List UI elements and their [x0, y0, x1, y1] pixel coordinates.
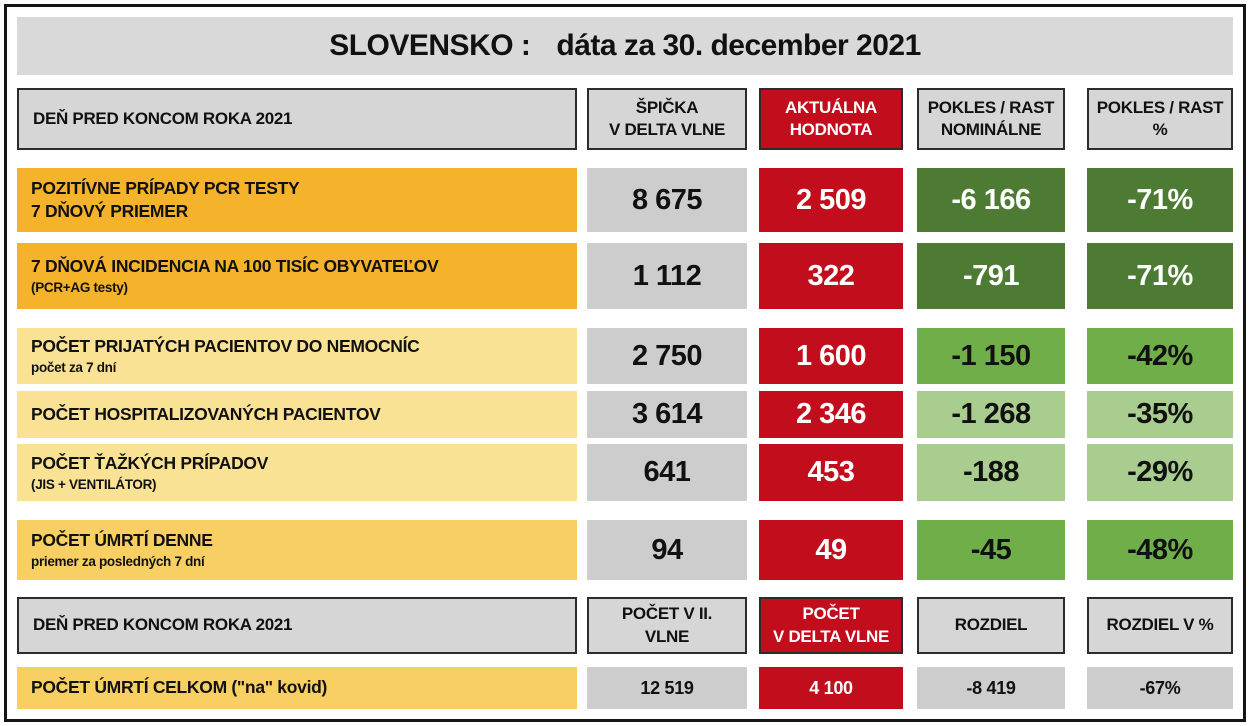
- header-percent-line2: %: [1152, 120, 1168, 139]
- nominal-change-cell: -791: [917, 243, 1065, 309]
- header-peak-cell: ŠPIČKA V DELTA VLNE: [587, 88, 747, 150]
- current-value-cell: 1 600: [759, 328, 903, 384]
- nominal-change-cell: -6 166: [917, 168, 1065, 232]
- wave2-value-cell: 12 519: [587, 667, 747, 709]
- header-nominal-cell: POKLES / RAST NOMINÁLNE: [917, 88, 1065, 150]
- page-title: SLOVENSKO : dáta za 30. december 2021: [17, 17, 1233, 75]
- table-row-admissions: POČET PRIJATÝCH PACIENTOV DO NEMOCNÍC po…: [17, 328, 1233, 384]
- nominal-change-cell: -188: [917, 444, 1065, 501]
- row-label: POČET HOSPITALIZOVANÝCH PACIENTOV: [17, 391, 577, 438]
- percent-change-cell: -42%: [1087, 328, 1233, 384]
- row-label-text: POČET HOSPITALIZOVANÝCH PACIENTOV: [31, 403, 381, 424]
- current-value-cell: 322: [759, 243, 903, 309]
- header2-diffpct-cell: ROZDIEL V %: [1087, 597, 1233, 654]
- title-date: dáta za 30. december 2021: [556, 29, 921, 62]
- row-label: 7 DŇOVÁ INCIDENCIA NA 100 TISÍC OBYVATEĽ…: [17, 243, 577, 309]
- row-label-text: POČET ŤAŽKÝCH PRÍPADOV: [31, 452, 269, 473]
- percent-change-cell: -71%: [1087, 243, 1233, 309]
- row-label-text: POČET ÚMRTÍ DENNE: [31, 530, 213, 551]
- row-sublabel-text: priemer za posledných 7 dní: [31, 554, 205, 570]
- diffpct-value-cell: -67%: [1087, 667, 1233, 709]
- row-label-text: POČET PRIJATÝCH PACIENTOV DO NEMOCNÍC: [31, 336, 420, 357]
- diff-value-cell: -8 419: [917, 667, 1065, 709]
- peak-value-cell: 94: [587, 520, 747, 580]
- header-nominal-line1: POKLES / RAST: [927, 97, 1055, 117]
- header-row-1: DEŇ PRED KONCOM ROKA 2021 ŠPIČKA V DELTA…: [17, 88, 1233, 150]
- header2-wave2-cell: POČET V II. VLNE: [587, 597, 747, 654]
- header2-label: DEŇ PRED KONCOM ROKA 2021: [33, 615, 293, 635]
- row-label-text: POZITÍVNE PRÍPADY PCR TESTY: [31, 177, 300, 198]
- table-row-incidence: 7 DŇOVÁ INCIDENCIA NA 100 TISÍC OBYVATEĽ…: [17, 243, 1233, 309]
- header2-delta-line1: POČET: [802, 604, 860, 624]
- row-label: POZITÍVNE PRÍPADY PCR TESTY 7 DŇOVÝ PRIE…: [17, 168, 577, 232]
- header-row-2: DEŇ PRED KONCOM ROKA 2021 POČET V II. VL…: [17, 597, 1233, 654]
- row-sublabel-text: 7 DŇOVÝ PRIEMER: [31, 201, 188, 222]
- nominal-change-cell: -1 150: [917, 328, 1065, 384]
- nominal-change-cell: -45: [917, 520, 1065, 580]
- row-label: POČET ŤAŽKÝCH PRÍPADOV (JIS + VENTILÁTOR…: [17, 444, 577, 501]
- row-label: POČET PRIJATÝCH PACIENTOV DO NEMOCNÍC po…: [17, 328, 577, 384]
- percent-change-cell: -48%: [1087, 520, 1233, 580]
- header-label-cell: DEŇ PRED KONCOM ROKA 2021: [17, 88, 577, 150]
- header2-wave2-line2: VLNE: [644, 626, 690, 646]
- table-row-total-deaths: POČET ÚMRTÍ CELKOM ("na" kovid) 12 519 4…: [17, 667, 1233, 709]
- header2-delta-line2: V DELTA VLNE: [772, 626, 890, 646]
- peak-value-cell: 2 750: [587, 328, 747, 384]
- row-label: POČET ÚMRTÍ CELKOM ("na" kovid): [17, 667, 577, 709]
- peak-value-cell: 3 614: [587, 391, 747, 438]
- current-value-cell: 453: [759, 444, 903, 501]
- percent-change-cell: -29%: [1087, 444, 1233, 501]
- header-nominal-line2: NOMINÁLNE: [940, 120, 1042, 139]
- current-value-cell: 49: [759, 520, 903, 580]
- header-current-cell: AKTUÁLNA HODNOTA: [759, 88, 903, 150]
- current-value-cell: 2 509: [759, 168, 903, 232]
- row-label-text: POČET ÚMRTÍ CELKOM ("na" kovid): [31, 677, 328, 698]
- peak-value-cell: 1 112: [587, 243, 747, 309]
- row-sublabel-text: počet za 7 dní: [31, 360, 117, 376]
- table-row-daily-deaths: POČET ÚMRTÍ DENNE priemer za posledných …: [17, 520, 1233, 580]
- header-label: DEŇ PRED KONCOM ROKA 2021: [33, 108, 293, 128]
- header2-diff-cell: ROZDIEL: [917, 597, 1065, 654]
- percent-change-cell: -71%: [1087, 168, 1233, 232]
- row-label: POČET ÚMRTÍ DENNE priemer za posledných …: [17, 520, 577, 580]
- row-label-text: 7 DŇOVÁ INCIDENCIA NA 100 TISÍC OBYVATEĽ…: [31, 256, 439, 277]
- row-sublabel-text: (PCR+AG testy): [31, 280, 128, 296]
- header-current-line2: HODNOTA: [789, 120, 873, 139]
- header-peak-line1: ŠPIČKA: [635, 97, 699, 117]
- peak-value-cell: 641: [587, 444, 747, 501]
- percent-change-cell: -35%: [1087, 391, 1233, 438]
- header2-label-cell: DEŇ PRED KONCOM ROKA 2021: [17, 597, 577, 654]
- header2-diff-label: ROZDIEL: [954, 615, 1028, 635]
- delta-value-cell: 4 100: [759, 667, 903, 709]
- header-peak-line2: V DELTA VLNE: [608, 120, 726, 139]
- header-percent-line1: POKLES / RAST: [1096, 97, 1224, 117]
- row-sublabel-text: (JIS + VENTILÁTOR): [31, 476, 157, 492]
- header2-diffpct-label: ROZDIEL V %: [1106, 615, 1214, 635]
- header-percent-cell: POKLES / RAST %: [1087, 88, 1233, 150]
- table-row-severe-cases: POČET ŤAŽKÝCH PRÍPADOV (JIS + VENTILÁTOR…: [17, 444, 1233, 501]
- report-frame: SLOVENSKO : dáta za 30. december 2021 DE…: [4, 4, 1246, 722]
- header2-wave2-line1: POČET V II.: [621, 604, 713, 624]
- table-row-hospitalized: POČET HOSPITALIZOVANÝCH PACIENTOV 3 614 …: [17, 391, 1233, 438]
- nominal-change-cell: -1 268: [917, 391, 1065, 438]
- table-row-pcr-positives: POZITÍVNE PRÍPADY PCR TESTY 7 DŇOVÝ PRIE…: [17, 168, 1233, 232]
- peak-value-cell: 8 675: [587, 168, 747, 232]
- header2-delta-cell: POČET V DELTA VLNE: [759, 597, 903, 654]
- current-value-cell: 2 346: [759, 391, 903, 438]
- title-country: SLOVENSKO :: [329, 29, 531, 62]
- header-current-line1: AKTUÁLNA: [784, 97, 878, 117]
